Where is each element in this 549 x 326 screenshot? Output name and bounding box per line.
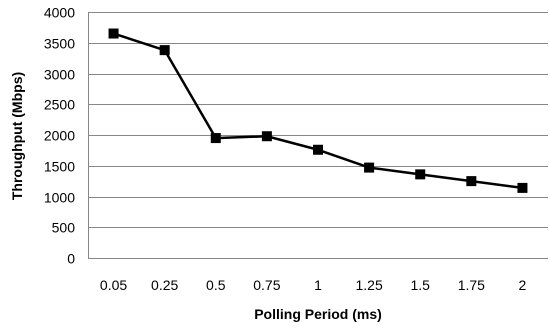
- data-point-marker: [313, 144, 323, 155]
- x-tick-label: 0.5: [206, 277, 226, 293]
- data-point-marker: [108, 28, 119, 39]
- series-line: [113, 32, 523, 190]
- y-tick-labels: 0 500 1000 1500 2000 2500 3000 3500 4000: [44, 5, 75, 267]
- x-tick-label: 1.25: [355, 277, 382, 293]
- x-tick-label: 0.25: [151, 277, 178, 293]
- x-tick-label: 1.5: [410, 277, 430, 293]
- x-tick-labels: 0.05 0.25 0.5 0.75 1 1.25 1.5 1.75 2: [100, 277, 527, 293]
- y-tick-label: 3500: [44, 36, 75, 52]
- data-point-marker: [210, 133, 221, 144]
- data-point-marker: [517, 182, 528, 193]
- y-tick-label: 3000: [44, 67, 75, 83]
- y-tick-label: 1500: [44, 159, 75, 175]
- data-point-marker: [466, 176, 477, 187]
- y-tick-label: 2500: [44, 97, 75, 113]
- x-tick-label: 1.75: [458, 277, 485, 293]
- y-tick-label: 4000: [44, 5, 75, 21]
- x-tick-label: 0.75: [253, 277, 280, 293]
- y-tick-label: 1000: [44, 190, 75, 206]
- y-tick-label: 500: [52, 220, 76, 236]
- gridlines: [88, 12, 548, 259]
- x-tick-label: 2: [519, 277, 527, 293]
- data-point-marker: [159, 45, 170, 56]
- data-point-marker: [364, 162, 375, 173]
- data-point-marker: [415, 169, 426, 180]
- y-tick-label: 0: [67, 251, 75, 267]
- x-tick-label: 0.05: [100, 277, 127, 293]
- y-tick-label: 2000: [44, 128, 75, 144]
- x-tick-label: 1: [314, 277, 322, 293]
- y-axis-title: Throughput (Mbps): [9, 72, 25, 200]
- data-point-marker: [261, 131, 272, 142]
- series-group: [108, 28, 528, 193]
- x-axis-title: Polling Period (ms): [254, 306, 382, 322]
